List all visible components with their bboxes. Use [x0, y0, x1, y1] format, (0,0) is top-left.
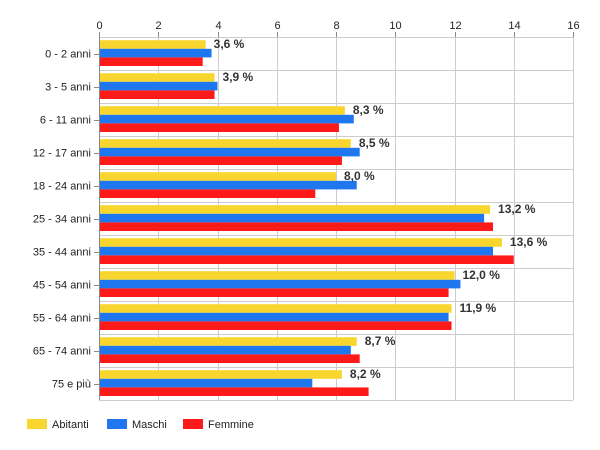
bar-maschi: [100, 345, 351, 355]
bar-maschi: [100, 213, 485, 223]
bar-abitanti: [100, 139, 351, 148]
bar-maschi: [100, 114, 354, 124]
bar-femmine: [100, 255, 514, 264]
category-label: 0 - 2 anni: [45, 49, 91, 61]
bar-maschi: [100, 81, 218, 91]
category-label: 18 - 24 anni: [33, 181, 91, 193]
data-label: 13,2 %: [498, 202, 536, 216]
bar-abitanti: [100, 304, 452, 313]
x-tick-label: 0: [96, 20, 102, 32]
x-tick-label: 16: [567, 20, 579, 32]
data-label: 8,2 %: [350, 367, 381, 381]
x-tick-label: 14: [508, 20, 520, 32]
bar-abitanti: [100, 73, 215, 82]
bar-maschi: [100, 279, 461, 289]
bar-femmine: [100, 90, 215, 99]
bar-femmine: [100, 387, 369, 396]
bar-abitanti: [100, 238, 502, 247]
data-label: 3,6 %: [214, 37, 245, 51]
bar-abitanti: [100, 106, 345, 115]
bar-abitanti: [100, 40, 206, 49]
bar-maschi: [100, 312, 449, 322]
x-tick-label: 8: [333, 20, 339, 32]
legend-label: Femmine: [208, 419, 254, 431]
category-label: 45 - 54 anni: [33, 280, 91, 292]
x-tick-label: 2: [155, 20, 161, 32]
data-label: 12,0 %: [463, 268, 501, 282]
bar-maschi: [100, 180, 357, 190]
bar-femmine: [100, 321, 452, 330]
data-label: 13,6 %: [510, 235, 548, 249]
legend-swatch-femmine: [183, 419, 203, 429]
bar-maschi: [100, 147, 360, 157]
category-label: 25 - 34 anni: [33, 214, 91, 226]
bar-abitanti: [100, 172, 336, 181]
legend-swatch-abitanti: [27, 419, 47, 429]
data-label: 8,5 %: [359, 136, 390, 150]
data-label: 11,9 %: [460, 301, 497, 315]
bar-abitanti: [100, 370, 342, 379]
bar-femmine: [100, 123, 339, 132]
bar-femmine: [100, 354, 360, 363]
data-label: 8,0 %: [344, 169, 375, 183]
legend-label: Abitanti: [52, 419, 89, 431]
legend-label: Maschi: [132, 419, 167, 431]
bar-femmine: [100, 222, 494, 231]
x-tick-label: 12: [449, 20, 461, 32]
bar-abitanti: [100, 205, 491, 214]
data-label: 8,7 %: [365, 334, 396, 348]
bar-femmine: [100, 57, 203, 66]
bar-maschi: [100, 378, 313, 388]
category-label: 35 - 44 anni: [33, 247, 91, 259]
bar-abitanti: [100, 337, 357, 346]
bar-maschi: [100, 246, 494, 256]
x-tick-label: 10: [389, 20, 401, 32]
category-label: 12 - 17 anni: [33, 148, 91, 160]
legend-swatch-maschi: [107, 419, 127, 429]
category-label: 6 - 11 anni: [40, 115, 91, 127]
bar-femmine: [100, 156, 342, 165]
category-label: 75 e più: [52, 379, 91, 391]
data-label: 3,9 %: [223, 70, 254, 84]
category-label: 65 - 74 anni: [33, 346, 91, 358]
bar-abitanti: [100, 271, 455, 280]
x-tick-label: 6: [274, 20, 280, 32]
category-label: 55 - 64 anni: [33, 313, 91, 325]
bar-femmine: [100, 189, 316, 198]
bar-femmine: [100, 288, 449, 297]
x-tick-label: 4: [215, 20, 221, 32]
category-label: 3 - 5 anni: [45, 82, 91, 94]
data-label: 8,3 %: [353, 103, 384, 117]
bar-maschi: [100, 48, 212, 58]
